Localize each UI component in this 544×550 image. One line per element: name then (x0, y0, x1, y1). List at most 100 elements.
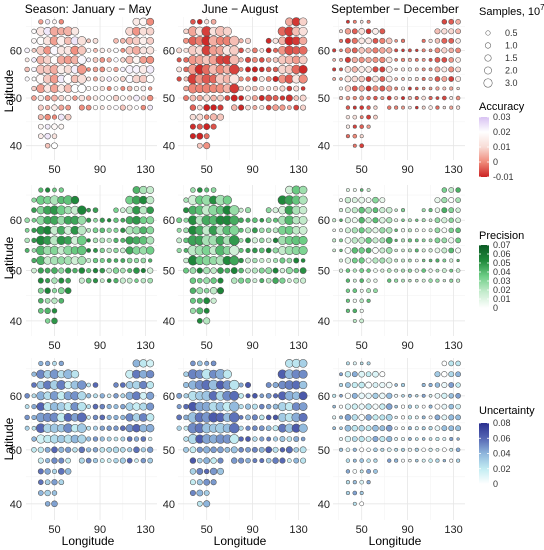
data-point (204, 19, 210, 25)
data-point (113, 38, 119, 44)
data-point (58, 19, 64, 25)
data-point (77, 434, 87, 444)
colorbar-label: 0.05 (493, 258, 511, 268)
data-point (99, 95, 106, 101)
data-point (44, 307, 51, 315)
data-point (373, 288, 378, 294)
size-legend-circle (484, 42, 492, 49)
data-point (203, 94, 211, 102)
data-point (415, 105, 419, 110)
data-point (266, 258, 272, 263)
data-point (259, 105, 265, 111)
data-point (442, 437, 447, 441)
data-point (113, 217, 119, 223)
data-point (76, 64, 87, 75)
data-point (279, 95, 286, 101)
data-point (120, 382, 126, 388)
data-point (372, 370, 379, 378)
data-point (345, 469, 351, 474)
data-point (366, 188, 371, 192)
data-point (183, 197, 189, 203)
data-point (273, 47, 279, 53)
data-point (31, 404, 37, 410)
data-point (196, 297, 203, 304)
data-point (373, 95, 378, 101)
data-point (272, 75, 279, 82)
data-point (140, 104, 147, 111)
data-point (100, 105, 105, 110)
data-point (434, 371, 441, 378)
data-point (407, 447, 412, 452)
data-point (456, 437, 460, 441)
data-point (31, 197, 37, 203)
y-tick-label: 50 (163, 93, 175, 105)
data-point (245, 277, 251, 284)
data-point (351, 257, 358, 264)
data-point (217, 277, 224, 284)
data-point (24, 227, 30, 233)
data-point (448, 57, 454, 63)
data-point (72, 447, 78, 453)
data-point (449, 86, 454, 91)
data-point (279, 267, 286, 274)
data-point (365, 206, 372, 214)
data-point (37, 267, 44, 274)
data-point (245, 457, 251, 464)
data-point (252, 393, 258, 399)
data-point (448, 197, 455, 204)
data-point (428, 218, 433, 223)
data-point (106, 436, 112, 442)
data-point (245, 446, 251, 453)
panel-accuracy-1: 50 90 130 40 50 60 (10, 17, 157, 176)
data-point (259, 257, 265, 264)
data-point (345, 95, 351, 101)
data-point (345, 114, 351, 120)
data-point (434, 382, 441, 388)
data-point (204, 360, 210, 366)
data-point (106, 76, 112, 82)
data-point (428, 48, 433, 53)
data-point (421, 95, 426, 101)
data-point (140, 268, 146, 274)
data-point (298, 45, 308, 55)
data-point (120, 38, 126, 44)
data-point (428, 382, 433, 388)
data-point (189, 267, 197, 274)
data-point (106, 247, 112, 254)
data-point (272, 425, 279, 432)
data-point (366, 95, 371, 101)
data-point (44, 479, 51, 486)
data-point (400, 382, 406, 388)
data-point (58, 267, 65, 274)
data-point (266, 436, 272, 442)
colorbar-uncertainty: Uncertainty 0.08 0.06 0.04 0.02 0 (479, 405, 535, 489)
data-point (139, 36, 148, 45)
data-point (428, 208, 433, 213)
data-point (351, 436, 358, 442)
data-point (345, 298, 350, 303)
data-point (448, 18, 455, 25)
data-point (106, 237, 112, 243)
data-point (92, 207, 99, 213)
data-point (455, 197, 461, 203)
data-point (210, 187, 217, 193)
data-point (401, 415, 405, 420)
data-point (77, 256, 87, 265)
data-point (196, 267, 203, 274)
data-point (251, 95, 258, 101)
data-point (222, 369, 232, 379)
data-point (414, 447, 419, 452)
data-point (300, 277, 307, 284)
data-point (421, 393, 426, 398)
data-point (252, 85, 258, 92)
data-point (428, 38, 433, 43)
data-point (92, 414, 99, 421)
data-point (196, 467, 204, 475)
data-point (86, 267, 92, 274)
data-point (379, 247, 386, 254)
data-point (252, 76, 258, 82)
data-point (394, 48, 398, 53)
data-point (366, 114, 371, 120)
x-tick-label: 90 (401, 524, 413, 536)
panel-uncertainty-2: 50 90 130 40 50 60 (163, 358, 310, 536)
